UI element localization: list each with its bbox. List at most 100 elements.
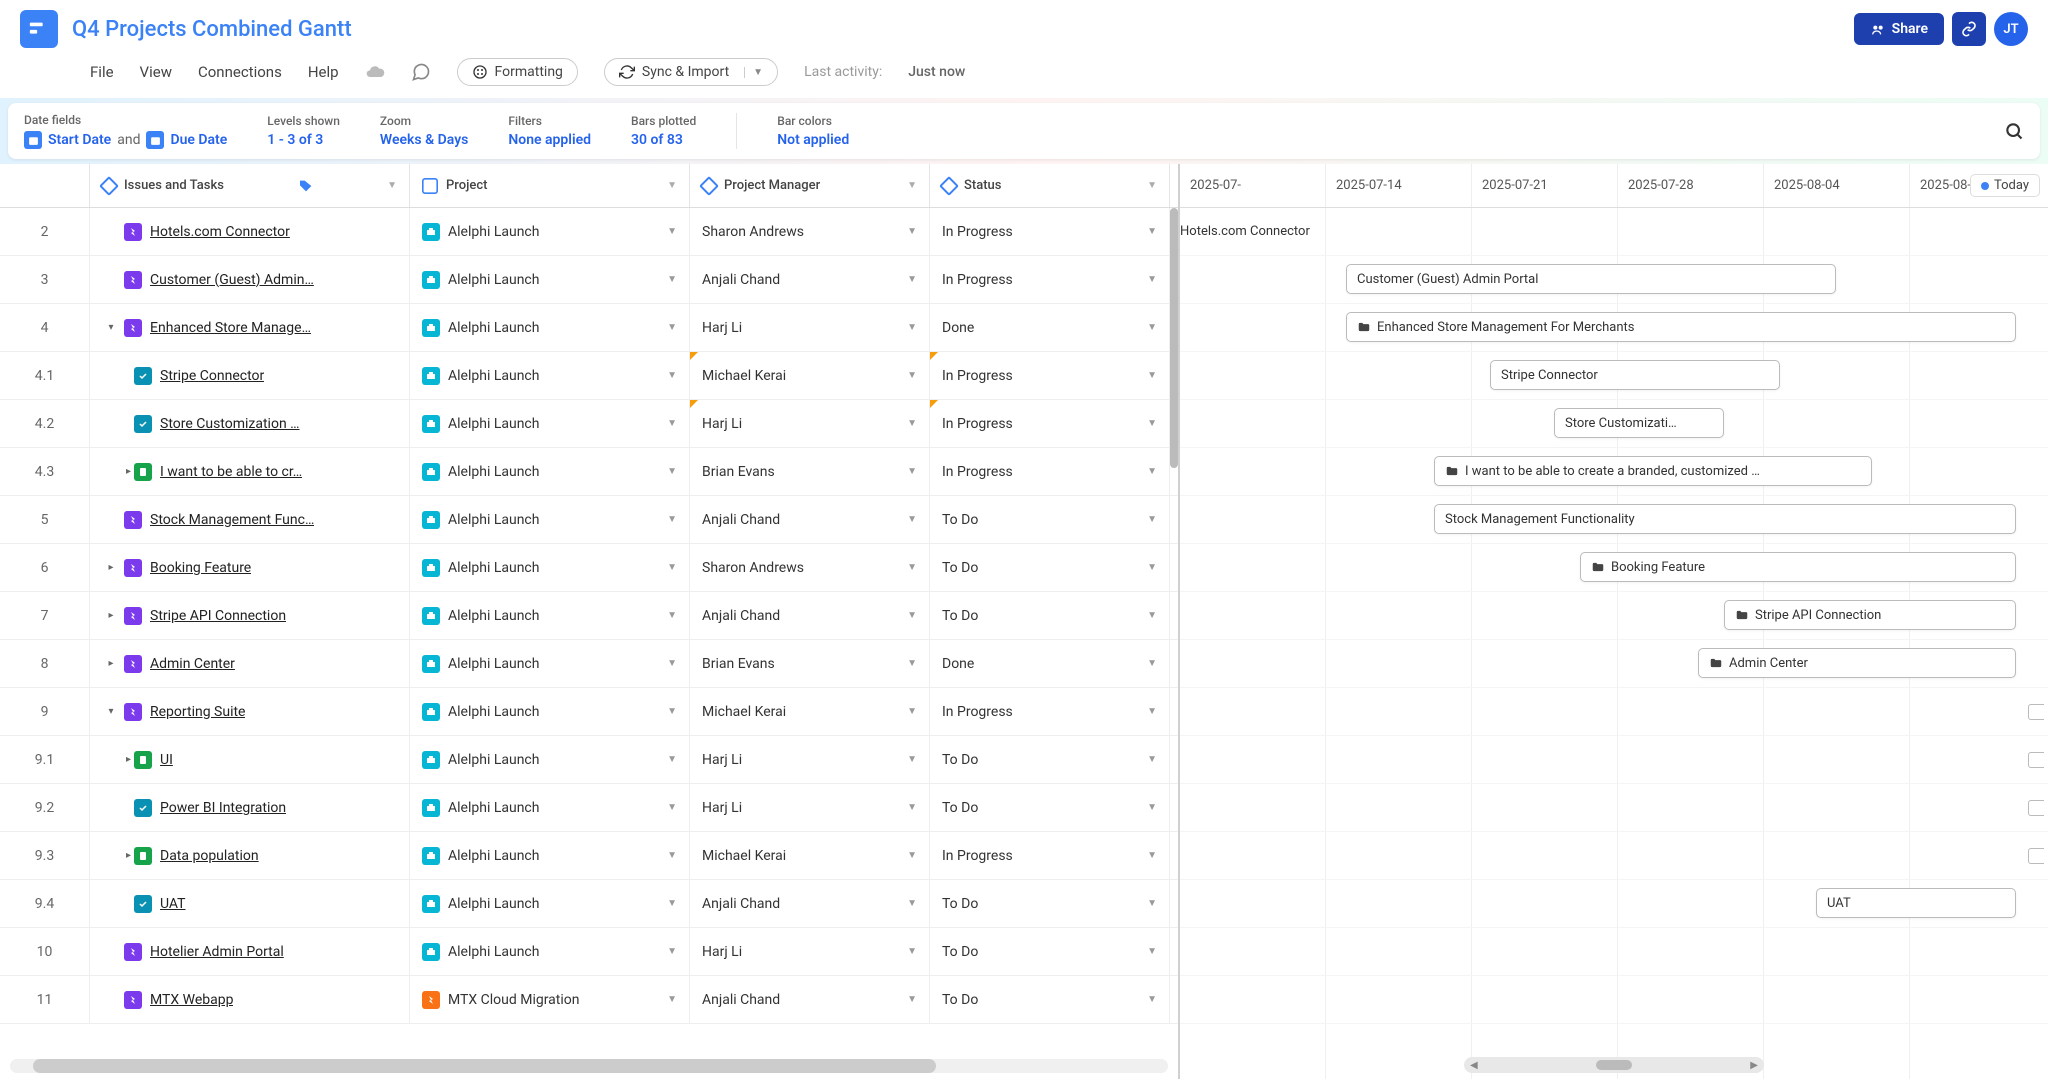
- manager-cell-dropdown-icon[interactable]: ▼: [907, 610, 917, 621]
- vertical-scrollbar[interactable]: [1170, 208, 1178, 468]
- status-cell-dropdown-icon[interactable]: ▼: [1147, 850, 1157, 861]
- project-cell-dropdown-icon[interactable]: ▼: [667, 706, 677, 717]
- table-row[interactable]: 8 ▸ Admin Center Alelphi Launch ▼ Brian …: [0, 640, 1178, 688]
- cell-issue[interactable]: Hotels.com Connector: [90, 208, 410, 255]
- cell-project[interactable]: MTX Cloud Migration ▼: [410, 976, 690, 1023]
- cell-status[interactable]: To Do ▼: [930, 496, 1170, 543]
- horizontal-scrollbar-left[interactable]: [10, 1059, 1168, 1073]
- project-cell-dropdown-icon[interactable]: ▼: [667, 610, 677, 621]
- project-cell-dropdown-icon[interactable]: ▼: [667, 274, 677, 285]
- status-cell-dropdown-icon[interactable]: ▼: [1147, 802, 1157, 813]
- expand-toggle[interactable]: ▸: [102, 754, 126, 765]
- search-icon[interactable]: [2004, 121, 2024, 141]
- cell-project[interactable]: Alelphi Launch ▼: [410, 784, 690, 831]
- table-row[interactable]: 6 ▸ Booking Feature Alelphi Launch ▼ Sha…: [0, 544, 1178, 592]
- manager-cell-dropdown-icon[interactable]: ▼: [907, 850, 917, 861]
- cell-issue[interactable]: ▸ UI: [90, 736, 410, 783]
- issue-link[interactable]: Stripe API Connection: [150, 608, 286, 624]
- cell-issue[interactable]: MTX Webapp: [90, 976, 410, 1023]
- manager-cell-dropdown-icon[interactable]: ▼: [907, 466, 917, 477]
- col-header-status[interactable]: Status ▼: [930, 164, 1170, 207]
- comment-icon[interactable]: [411, 62, 431, 82]
- manager-cell-dropdown-icon[interactable]: ▼: [907, 994, 917, 1005]
- status-cell-dropdown-icon[interactable]: ▼: [1147, 274, 1157, 285]
- filter-filters[interactable]: Filters None applied: [508, 114, 591, 148]
- gantt-bar-offscreen-icon[interactable]: [2028, 752, 2044, 768]
- formatting-button[interactable]: Formatting: [457, 58, 578, 86]
- table-row[interactable]: 3 Customer (Guest) Admin… Alelphi Launch…: [0, 256, 1178, 304]
- cell-manager[interactable]: Anjali Chand ▼: [690, 880, 930, 927]
- expand-toggle[interactable]: ▸: [102, 610, 116, 621]
- cell-issue[interactable]: ▸ Booking Feature: [90, 544, 410, 591]
- issue-link[interactable]: I want to be able to cr…: [160, 464, 302, 480]
- manager-cell-dropdown-icon[interactable]: ▼: [907, 370, 917, 381]
- gantt-bar[interactable]: Booking Feature: [1580, 552, 2016, 582]
- cell-project[interactable]: Alelphi Launch ▼: [410, 880, 690, 927]
- project-cell-dropdown-icon[interactable]: ▼: [667, 850, 677, 861]
- manager-cell-dropdown-icon[interactable]: ▼: [907, 946, 917, 957]
- project-cell-dropdown-icon[interactable]: ▼: [667, 370, 677, 381]
- horizontal-scrollbar-right[interactable]: ◀ ▶: [1464, 1057, 1764, 1073]
- issue-link[interactable]: Power BI Integration: [160, 800, 286, 816]
- issue-link[interactable]: Hotelier Admin Portal: [150, 944, 284, 960]
- cell-status[interactable]: In Progress ▼: [930, 208, 1170, 255]
- menu-view[interactable]: View: [140, 63, 172, 81]
- table-row[interactable]: 4 ▾ Enhanced Store Manage… Alelphi Launc…: [0, 304, 1178, 352]
- status-cell-dropdown-icon[interactable]: ▼: [1147, 706, 1157, 717]
- cell-issue[interactable]: Power BI Integration: [90, 784, 410, 831]
- manager-cell-dropdown-icon[interactable]: ▼: [907, 226, 917, 237]
- status-cell-dropdown-icon[interactable]: ▼: [1147, 994, 1157, 1005]
- cell-issue[interactable]: ▸ Admin Center: [90, 640, 410, 687]
- cell-status[interactable]: In Progress ▼: [930, 352, 1170, 399]
- cell-issue[interactable]: Hotelier Admin Portal: [90, 928, 410, 975]
- cell-project[interactable]: Alelphi Launch ▼: [410, 352, 690, 399]
- issue-link[interactable]: UI: [160, 752, 173, 768]
- cell-issue[interactable]: Stripe Connector: [90, 352, 410, 399]
- manager-cell-dropdown-icon[interactable]: ▼: [907, 274, 917, 285]
- cell-manager[interactable]: Harj Li ▼: [690, 304, 930, 351]
- cell-status[interactable]: In Progress ▼: [930, 688, 1170, 735]
- status-cell-dropdown-icon[interactable]: ▼: [1147, 226, 1157, 237]
- status-cell-dropdown-icon[interactable]: ▼: [1147, 370, 1157, 381]
- col-header-project[interactable]: Project ▼: [410, 164, 690, 207]
- project-cell-dropdown-icon[interactable]: ▼: [667, 898, 677, 909]
- filter-levels[interactable]: Levels shown 1 - 3 of 3: [267, 114, 340, 148]
- table-row[interactable]: 9.1 ▸ UI Alelphi Launch ▼ Harj Li ▼ To D…: [0, 736, 1178, 784]
- status-cell-dropdown-icon[interactable]: ▼: [1147, 466, 1157, 477]
- manager-cell-dropdown-icon[interactable]: ▼: [907, 562, 917, 573]
- table-row[interactable]: 9 ▾ Reporting Suite Alelphi Launch ▼ Mic…: [0, 688, 1178, 736]
- project-cell-dropdown-icon[interactable]: ▼: [667, 994, 677, 1005]
- manager-cell-dropdown-icon[interactable]: ▼: [907, 322, 917, 333]
- cell-manager[interactable]: Harj Li ▼: [690, 928, 930, 975]
- manager-cell-dropdown-icon[interactable]: ▼: [907, 802, 917, 813]
- status-cell-dropdown-icon[interactable]: ▼: [1147, 610, 1157, 621]
- cell-issue[interactable]: ▾ Enhanced Store Manage…: [90, 304, 410, 351]
- cell-status[interactable]: In Progress ▼: [930, 256, 1170, 303]
- cell-status[interactable]: In Progress ▼: [930, 832, 1170, 879]
- cell-issue[interactable]: ▸ Data population: [90, 832, 410, 879]
- cell-issue[interactable]: Customer (Guest) Admin…: [90, 256, 410, 303]
- table-row[interactable]: 5 Stock Management Func… Alelphi Launch …: [0, 496, 1178, 544]
- project-cell-dropdown-icon[interactable]: ▼: [667, 754, 677, 765]
- expand-toggle[interactable]: ▾: [102, 322, 116, 333]
- col-header-manager[interactable]: Project Manager ▼: [690, 164, 930, 207]
- status-cell-dropdown-icon[interactable]: ▼: [1147, 418, 1157, 429]
- expand-toggle[interactable]: ▸: [102, 562, 116, 573]
- manager-cell-dropdown-icon[interactable]: ▼: [907, 754, 917, 765]
- cell-manager[interactable]: Anjali Chand ▼: [690, 592, 930, 639]
- gantt-bar-offscreen-icon[interactable]: [2028, 848, 2044, 864]
- cell-project[interactable]: Alelphi Launch ▼: [410, 400, 690, 447]
- cell-project[interactable]: Alelphi Launch ▼: [410, 688, 690, 735]
- issue-link[interactable]: Stripe Connector: [160, 368, 264, 384]
- cell-issue[interactable]: Store Customization …: [90, 400, 410, 447]
- scroll-thumb[interactable]: [1596, 1060, 1632, 1070]
- cell-project[interactable]: Alelphi Launch ▼: [410, 592, 690, 639]
- cell-project[interactable]: Alelphi Launch ▼: [410, 256, 690, 303]
- gantt-bar[interactable]: Hotels.com Connector: [1180, 216, 1480, 246]
- gantt-bar[interactable]: Stripe API Connection: [1724, 600, 2016, 630]
- status-cell-dropdown-icon[interactable]: ▼: [1147, 514, 1157, 525]
- cell-status[interactable]: To Do ▼: [930, 784, 1170, 831]
- status-cell-dropdown-icon[interactable]: ▼: [1147, 754, 1157, 765]
- cell-project[interactable]: Alelphi Launch ▼: [410, 208, 690, 255]
- link-button[interactable]: [1952, 12, 1986, 46]
